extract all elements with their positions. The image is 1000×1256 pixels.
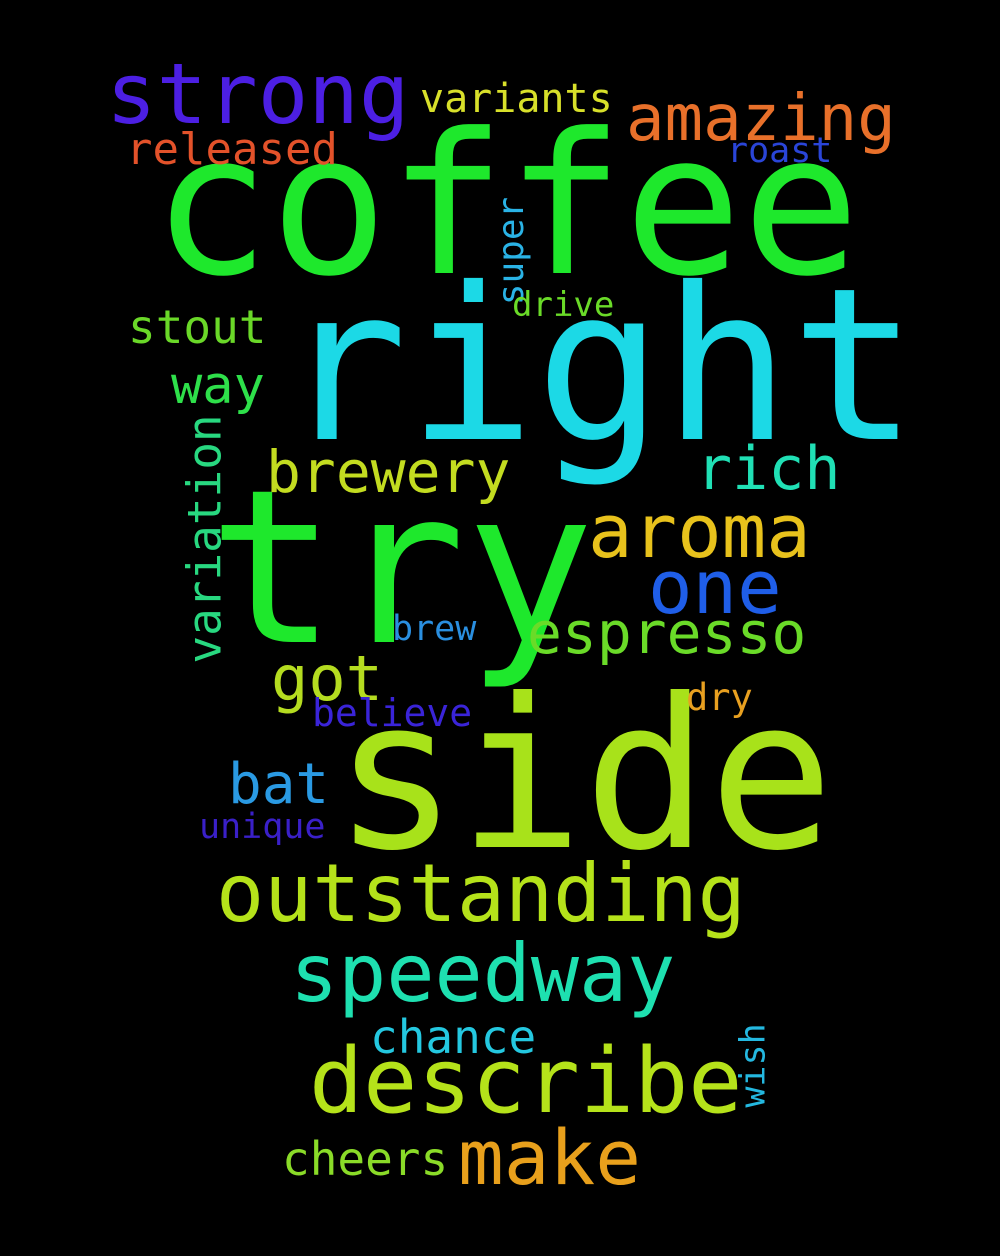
word-espresso: espresso [527,599,807,667]
word-way: way [171,356,265,416]
word-stout: stout [128,300,267,354]
word-variants: variants [420,76,613,122]
word-describe: describe [309,1029,743,1134]
word-released: released [126,124,338,175]
word-try: try [208,444,595,693]
word-side: side [333,655,834,897]
word-one: one [648,545,782,631]
word-drive: drive [512,285,615,325]
word-rich: rich [696,434,841,504]
word-chance: chance [370,1010,537,1064]
word-brewery: brewery [266,438,511,506]
word-unique: unique [199,807,326,847]
word-got: got [271,642,383,715]
word-outstanding: outstanding [216,847,746,940]
word-cheers: cheers [282,1132,449,1186]
word-speedway: speedway [290,927,676,1020]
word-roast: roast [727,131,833,171]
word-wish: wish [733,1023,774,1108]
word-right: right [280,242,919,489]
word-coffee: coffee [152,92,861,320]
word-believe: believe [312,691,473,735]
word-aroma: aroma [588,489,811,575]
word-variation: variation [177,414,232,664]
word-strong: strong [106,45,410,143]
word-amazing: amazing [626,82,896,156]
word-brew: brew [392,609,477,649]
word-make: make [458,1113,642,1202]
word-bat: bat [228,752,330,817]
word-dry: dry [686,676,753,719]
